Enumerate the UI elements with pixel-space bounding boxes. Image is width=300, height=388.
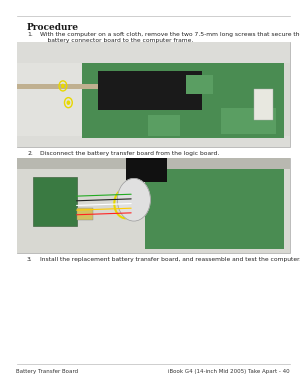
Bar <box>145 169 284 249</box>
Bar <box>76 208 93 220</box>
Bar <box>16 84 98 89</box>
Text: Install the replacement battery transfer board, and reassemble and test the comp: Install the replacement battery transfer… <box>40 257 300 262</box>
Bar <box>33 177 76 226</box>
Text: Procedure: Procedure <box>27 23 79 32</box>
Bar <box>126 158 167 182</box>
Bar <box>16 42 93 147</box>
Bar <box>16 42 290 147</box>
Circle shape <box>117 178 150 221</box>
Bar <box>221 108 276 134</box>
Text: Battery Transfer Board: Battery Transfer Board <box>16 369 79 374</box>
Text: iBook G4 (14-inch Mid 2005) Take Apart - 40: iBook G4 (14-inch Mid 2005) Take Apart -… <box>168 369 290 374</box>
Circle shape <box>62 84 64 87</box>
Text: Disconnect the battery transfer board from the logic board.: Disconnect the battery transfer board fr… <box>40 151 220 156</box>
Bar <box>16 136 290 147</box>
Circle shape <box>67 101 70 104</box>
Bar <box>82 63 284 138</box>
Text: 1.: 1. <box>27 32 33 37</box>
Text: With the computer on a soft cloth, remove the two 7.5-mm long screws that secure: With the computer on a soft cloth, remov… <box>40 32 300 43</box>
Bar <box>186 75 213 94</box>
Text: 3.: 3. <box>27 257 33 262</box>
Bar <box>98 71 202 110</box>
Bar <box>16 42 290 63</box>
Bar <box>16 158 290 253</box>
Text: 2.: 2. <box>27 151 33 156</box>
Bar <box>254 89 273 120</box>
Bar <box>16 158 158 253</box>
Bar <box>148 115 180 136</box>
Bar <box>16 158 290 169</box>
